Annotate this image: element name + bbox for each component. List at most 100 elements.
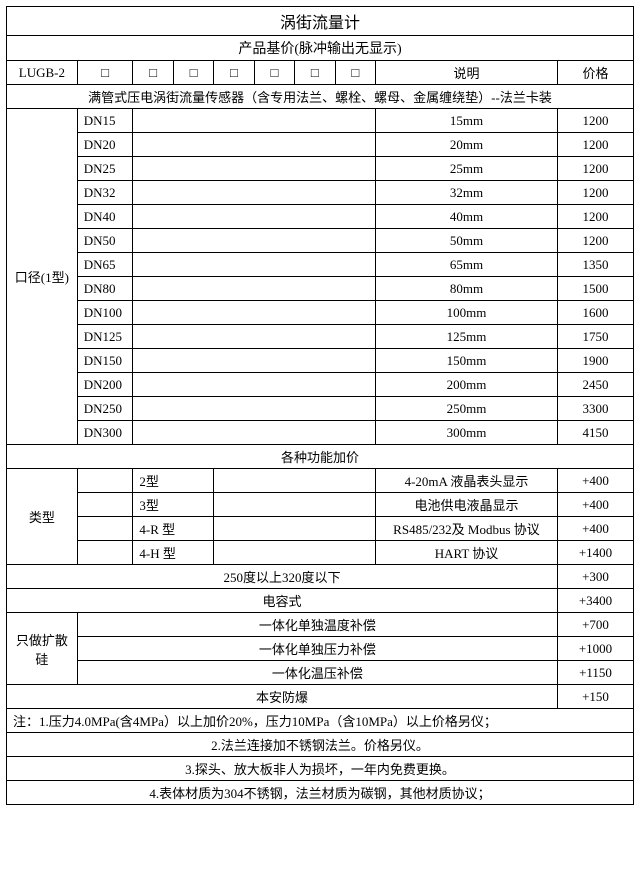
blank [133,181,376,205]
box: □ [214,61,254,85]
price-cell: 1200 [558,181,634,205]
price-cell: 4150 [558,421,634,445]
price-cell: +300 [558,565,634,589]
title: 涡街流量计 [7,7,634,36]
blank [133,229,376,253]
diff-label: 只做扩散硅 [7,613,78,685]
type-desc: RS485/232及 Modbus 协议 [376,517,558,541]
blank [133,253,376,277]
mm-cell: 300mm [376,421,558,445]
price-cell: +1000 [558,637,634,661]
func-title: 各种功能加价 [7,445,634,469]
blank [77,541,133,565]
type-desc: 电池供电液晶显示 [376,493,558,517]
blank [77,469,133,493]
box: □ [133,61,173,85]
type-desc: 4-20mA 液晶表头显示 [376,469,558,493]
dn-cell: DN250 [77,397,133,421]
price-cell: +400 [558,469,634,493]
sensor-note: 满管式压电涡街流量传感器（含专用法兰、螺栓、螺母、金属缠绕垫）--法兰卡装 [7,85,634,109]
box: □ [77,61,133,85]
dn-cell: DN100 [77,301,133,325]
price-cell: +700 [558,613,634,637]
price-cell: 1200 [558,157,634,181]
blank [133,133,376,157]
subtitle: 产品基价(脉冲输出无显示) [7,36,634,61]
model-code: LUGB-2 [7,61,78,85]
note-2: 2.法兰连接加不锈钢法兰。价格另仪。 [7,733,634,757]
blank [133,277,376,301]
mm-cell: 50mm [376,229,558,253]
price-cell: 2450 [558,373,634,397]
price-cell: +400 [558,517,634,541]
price-cell: 1900 [558,349,634,373]
price-cell: +3400 [558,589,634,613]
price-cell: 1200 [558,133,634,157]
dn-cell: DN32 [77,181,133,205]
mm-cell: 125mm [376,325,558,349]
dn-cell: DN25 [77,157,133,181]
cap-desc: 电容式 [7,589,558,613]
diff-desc: 一体化单独压力补偿 [77,637,557,661]
mm-cell: 40mm [376,205,558,229]
blank [133,349,376,373]
box: □ [335,61,375,85]
dn-cell: DN50 [77,229,133,253]
diff-desc: 一体化温压补偿 [77,661,557,685]
mm-cell: 80mm [376,277,558,301]
blank [77,517,133,541]
blank [214,541,376,565]
type-cell: 4-R 型 [133,517,214,541]
type-cell: 4-H 型 [133,541,214,565]
mm-cell: 250mm [376,397,558,421]
blank [133,301,376,325]
price-cell: 1750 [558,325,634,349]
diameter-label: 口径(1型) [7,109,78,445]
box: □ [173,61,213,85]
temp-desc: 250度以上320度以下 [7,565,558,589]
type-cell: 2型 [133,469,214,493]
mm-cell: 15mm [376,109,558,133]
box: □ [254,61,294,85]
price-cell: +150 [558,685,634,709]
price-table: 涡街流量计 产品基价(脉冲输出无显示) LUGB-2 □ □ □ □ □ □ □… [6,6,634,805]
ex-desc: 本安防爆 [7,685,558,709]
blank [214,469,376,493]
note-3: 3.探头、放大板非人为损坏，一年内免费更换。 [7,757,634,781]
price-header: 价格 [558,61,634,85]
desc-header: 说明 [376,61,558,85]
type-cell: 3型 [133,493,214,517]
dn-cell: DN65 [77,253,133,277]
dn-cell: DN80 [77,277,133,301]
price-cell: 1200 [558,205,634,229]
dn-cell: DN125 [77,325,133,349]
blank [214,493,376,517]
blank [133,157,376,181]
price-cell: 1500 [558,277,634,301]
price-cell: 3300 [558,397,634,421]
price-cell: 1200 [558,229,634,253]
blank [133,421,376,445]
type-label: 类型 [7,469,78,565]
blank [133,205,376,229]
price-cell: 1200 [558,109,634,133]
dn-cell: DN15 [77,109,133,133]
price-cell: 1350 [558,253,634,277]
dn-cell: DN300 [77,421,133,445]
blank [77,493,133,517]
price-cell: +1400 [558,541,634,565]
price-cell: +400 [558,493,634,517]
mm-cell: 100mm [376,301,558,325]
box: □ [295,61,335,85]
dn-cell: DN200 [77,373,133,397]
mm-cell: 200mm [376,373,558,397]
blank [133,109,376,133]
dn-cell: DN20 [77,133,133,157]
blank [133,397,376,421]
dn-cell: DN150 [77,349,133,373]
price-cell: +1150 [558,661,634,685]
mm-cell: 20mm [376,133,558,157]
note-4: 4.表体材质为304不锈钢，法兰材质为碳钢，其他材质协议； [7,781,634,805]
mm-cell: 25mm [376,157,558,181]
note-1: 注：1.压力4.0MPa(含4MPa）以上加价20%，压力10MPa（含10MP… [7,709,634,733]
